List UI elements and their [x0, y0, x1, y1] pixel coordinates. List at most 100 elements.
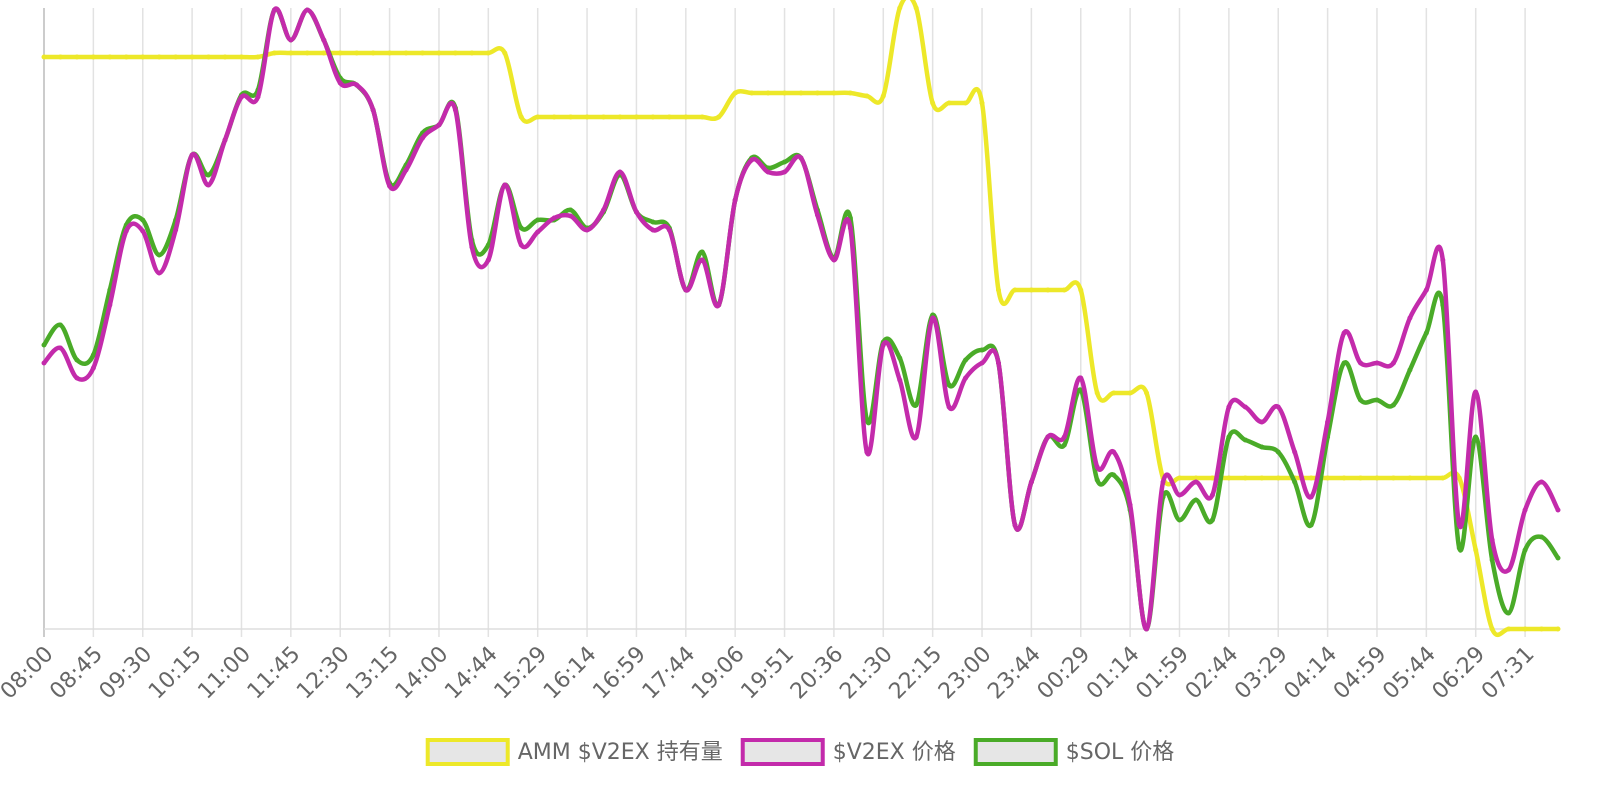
x-tick-label: 11:45 [243, 642, 306, 705]
point [321, 37, 327, 43]
legend-label: $V2EX 价格 [833, 740, 956, 765]
point [238, 54, 244, 60]
point [288, 50, 294, 56]
point [995, 287, 1001, 293]
point [946, 404, 952, 410]
point [74, 357, 80, 363]
point [1539, 626, 1545, 632]
point [847, 90, 853, 96]
point [1358, 397, 1364, 403]
x-tick-label: 20:36 [786, 642, 849, 705]
point [354, 50, 360, 56]
point [255, 94, 261, 100]
x-tick-label: 08:45 [45, 642, 108, 705]
point [57, 345, 63, 351]
point [913, 5, 919, 11]
point [1078, 375, 1084, 381]
x-tick-label: 00:29 [1033, 642, 1096, 705]
point [485, 50, 491, 56]
point [1078, 287, 1084, 293]
point [683, 114, 689, 120]
point [1358, 475, 1364, 481]
point [1045, 434, 1051, 440]
point [650, 114, 656, 120]
point [1259, 419, 1265, 425]
point [551, 215, 557, 221]
point [683, 287, 689, 293]
point [485, 257, 491, 263]
point [535, 114, 541, 120]
point [1127, 390, 1133, 396]
point [1390, 402, 1396, 408]
point [107, 54, 113, 60]
point [1242, 475, 1248, 481]
point [963, 375, 969, 381]
point [469, 50, 475, 56]
point [749, 157, 755, 163]
point [765, 90, 771, 96]
point [1012, 522, 1018, 528]
point [1094, 464, 1100, 470]
x-tick-label: 05:44 [1378, 642, 1441, 705]
point [1226, 475, 1232, 481]
point [271, 7, 277, 13]
point [963, 100, 969, 106]
point [666, 114, 672, 120]
x-tick-label: 11:00 [193, 642, 256, 705]
x-tick-label: 01:14 [1082, 642, 1145, 705]
point [1308, 494, 1314, 500]
point [1275, 449, 1281, 455]
point [140, 217, 146, 223]
point [1061, 442, 1067, 448]
point [1259, 444, 1265, 450]
point [1489, 557, 1495, 563]
point [699, 114, 705, 120]
point [502, 182, 508, 188]
point [238, 94, 244, 100]
x-tick-label: 14:00 [391, 642, 454, 705]
point [156, 54, 162, 60]
point [1325, 475, 1331, 481]
x-tick-label: 23:44 [983, 642, 1046, 705]
point [831, 90, 837, 96]
point [1127, 502, 1133, 508]
point [337, 50, 343, 56]
point [847, 225, 853, 231]
point [864, 449, 870, 455]
point [716, 114, 722, 120]
point [1489, 626, 1495, 632]
x-tick-label: 09:30 [95, 642, 158, 705]
point [946, 100, 952, 106]
point [1473, 389, 1479, 395]
point [1028, 479, 1034, 485]
point [1473, 547, 1479, 553]
point [782, 169, 788, 175]
point [1423, 287, 1429, 293]
point [568, 213, 574, 219]
point [321, 50, 327, 56]
point [189, 152, 195, 158]
point [913, 402, 919, 408]
point [304, 7, 310, 13]
point [1144, 626, 1150, 632]
point [1473, 434, 1479, 440]
point [1522, 626, 1528, 632]
point [732, 197, 738, 203]
x-tick-label: 19:51 [737, 642, 800, 705]
point [354, 82, 360, 88]
x-tick-label: 06:29 [1428, 642, 1491, 705]
point [387, 183, 393, 189]
point [502, 50, 508, 56]
point [979, 347, 985, 353]
point [814, 212, 820, 218]
x-tick-label: 21:30 [835, 642, 898, 705]
legend-swatch [973, 738, 1058, 766]
point [1390, 360, 1396, 366]
point [123, 54, 129, 60]
point [979, 360, 985, 366]
point [1341, 330, 1347, 336]
point [57, 322, 63, 328]
point [420, 50, 425, 56]
point [995, 360, 1001, 366]
x-tick-label: 23:00 [934, 642, 997, 705]
